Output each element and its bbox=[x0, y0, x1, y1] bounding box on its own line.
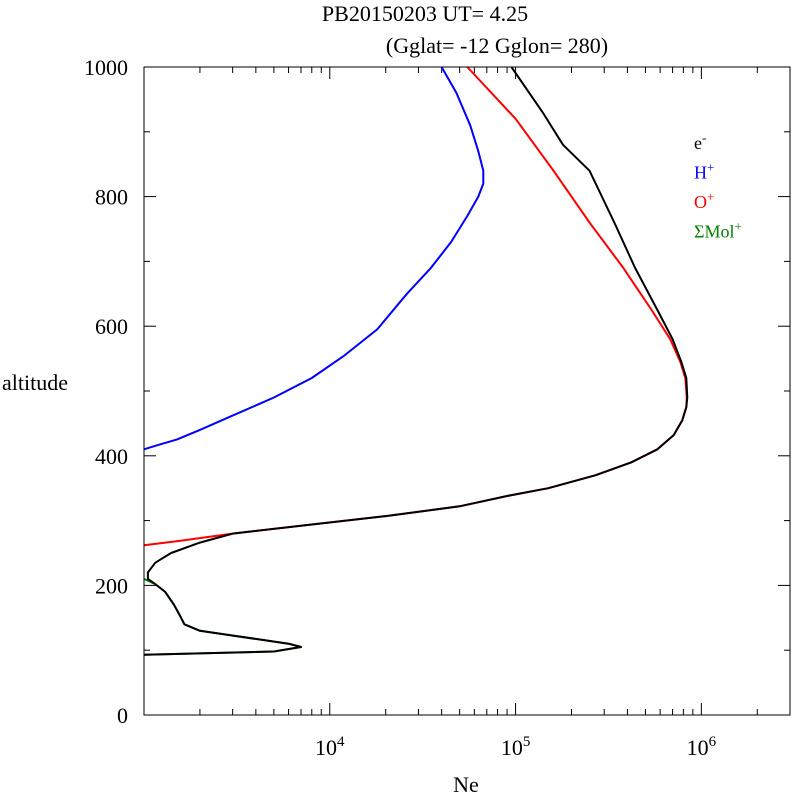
x-tick-label: 105 bbox=[501, 734, 531, 760]
x-tick-label: 104 bbox=[315, 734, 345, 760]
tick-labels: 0 200 400 600 800 1000 104 105 106 bbox=[84, 55, 717, 760]
series-layer bbox=[143, 66, 689, 656]
legend: e- H+ O+ ΣMol+ bbox=[694, 130, 742, 242]
y-tick-label: 800 bbox=[95, 185, 128, 210]
legend-entry: ΣMol+ bbox=[694, 219, 742, 242]
legend-entry: e- bbox=[694, 130, 706, 153]
series-line-h_plus bbox=[143, 66, 485, 451]
y-tick-label: 600 bbox=[95, 314, 128, 339]
y-tick-label: 1000 bbox=[84, 55, 128, 80]
x-axis-label: Ne bbox=[453, 772, 479, 796]
plot-frame bbox=[143, 66, 791, 716]
y-tick-label: 200 bbox=[95, 573, 128, 598]
chart-title-line1: PB20150203 UT= 4.25 bbox=[322, 1, 528, 26]
legend-entry: O+ bbox=[694, 189, 714, 212]
series-line-o_plus bbox=[143, 66, 688, 547]
y-tick-label: 0 bbox=[117, 703, 128, 728]
series-line-mol_plus bbox=[143, 577, 302, 656]
legend-entry: H+ bbox=[694, 160, 714, 183]
x-tick-label: 106 bbox=[687, 734, 717, 760]
series-line-e_minus bbox=[143, 66, 689, 656]
chart-title-line2: (Gglat= -12 Gglon= 280) bbox=[386, 33, 608, 58]
y-tick-label: 400 bbox=[95, 444, 128, 469]
y-axis-label: altitude bbox=[2, 370, 68, 395]
